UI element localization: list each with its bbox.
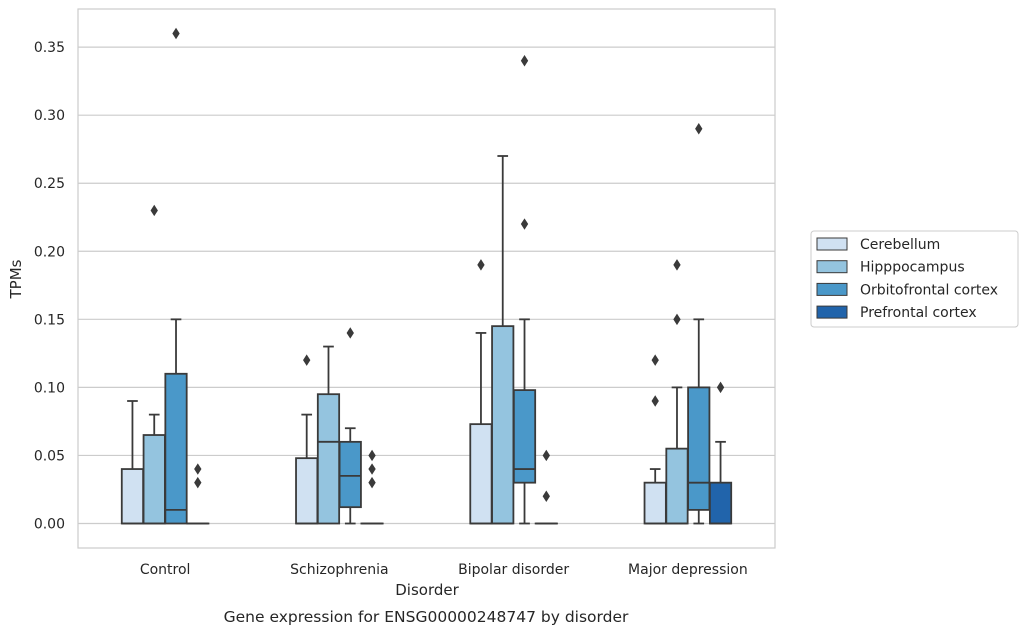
box bbox=[338, 440, 362, 509]
legend-swatch bbox=[816, 305, 848, 319]
outlier-point bbox=[368, 449, 376, 462]
box bbox=[687, 386, 711, 511]
box-group bbox=[186, 463, 210, 525]
box bbox=[164, 372, 188, 525]
outlier-point bbox=[651, 354, 659, 366]
outlier-point bbox=[520, 54, 529, 67]
box bbox=[469, 423, 493, 525]
x-tick-label: Control bbox=[140, 562, 191, 578]
box bbox=[120, 468, 145, 525]
box-group bbox=[708, 381, 733, 525]
box-group bbox=[643, 354, 667, 525]
box bbox=[142, 434, 166, 525]
y-axis-ticks: 0.00 0.05 0.10 0.15 0.20 0.25 0.30 0.35 bbox=[34, 40, 65, 532]
outlier-point bbox=[172, 27, 180, 40]
outlier-point bbox=[716, 381, 725, 394]
y-tick-label: 0.30 bbox=[34, 108, 65, 124]
box bbox=[708, 481, 733, 525]
box-group bbox=[687, 123, 711, 525]
box-group bbox=[316, 345, 341, 525]
box-plot-boxes bbox=[120, 27, 733, 525]
legend-entry: Prefrontal cortex bbox=[860, 305, 977, 321]
outlier-point bbox=[194, 476, 202, 489]
box-group bbox=[665, 259, 689, 525]
legend: Cerebellum Hipppocampus Orbitofrontal cort… bbox=[810, 230, 1019, 328]
legend-frame bbox=[810, 230, 1019, 328]
box bbox=[316, 393, 341, 525]
y-tick-label: 0.15 bbox=[34, 312, 65, 328]
outlier-point bbox=[368, 463, 376, 475]
box bbox=[295, 457, 319, 525]
chart-caption: Gene expression for ENSG00000248747 by d… bbox=[224, 608, 629, 626]
box bbox=[643, 481, 667, 525]
outlier-point bbox=[695, 123, 703, 135]
box bbox=[512, 389, 537, 484]
box-group bbox=[491, 155, 515, 525]
outlier-point bbox=[673, 259, 681, 271]
legend-entry: Cerebellum bbox=[860, 237, 940, 253]
x-axis-label: Disorder bbox=[395, 581, 459, 599]
y-tick-label: 0.00 bbox=[34, 517, 65, 533]
box-group bbox=[360, 449, 384, 525]
box bbox=[665, 447, 689, 525]
legend-entry: Hipppocampus bbox=[860, 260, 965, 276]
outlier-point bbox=[542, 449, 550, 462]
outlier-point bbox=[150, 204, 158, 217]
box-group bbox=[534, 449, 558, 525]
y-tick-label: 0.05 bbox=[34, 448, 65, 464]
box-group bbox=[120, 400, 145, 525]
y-axis-label: TPMs bbox=[7, 259, 25, 299]
legend-entry: Orbitofrontal cortex bbox=[860, 282, 998, 298]
box-group bbox=[142, 204, 166, 525]
legend-swatch bbox=[816, 260, 848, 274]
gridlines bbox=[78, 46, 775, 525]
x-tick-label: Major depression bbox=[628, 562, 748, 578]
plot-frame bbox=[77, 8, 776, 549]
x-tick-label: Bipolar disorder bbox=[458, 562, 569, 578]
box-group bbox=[164, 27, 188, 525]
outlier-point bbox=[542, 490, 550, 503]
outlier-point bbox=[368, 476, 376, 489]
legend-swatch bbox=[816, 282, 848, 296]
box bbox=[491, 325, 515, 525]
box-group bbox=[512, 54, 537, 525]
legend-swatch bbox=[816, 237, 848, 251]
y-tick-label: 0.10 bbox=[34, 380, 65, 396]
outlier-point bbox=[477, 259, 485, 271]
y-tick-label: 0.25 bbox=[34, 176, 65, 192]
x-tick-label: Schizophrenia bbox=[290, 562, 388, 578]
outlier-point bbox=[673, 313, 681, 326]
box-group bbox=[338, 327, 362, 525]
y-tick-label: 0.20 bbox=[34, 244, 65, 260]
y-tick-label: 0.35 bbox=[34, 40, 65, 56]
outlier-point bbox=[346, 327, 354, 339]
outlier-point bbox=[651, 395, 659, 407]
outlier-point bbox=[194, 463, 202, 475]
box-group bbox=[469, 259, 493, 525]
x-axis-ticks: Control Schizophrenia Bipolar disorder Majo… bbox=[140, 562, 748, 578]
box-group bbox=[295, 354, 319, 525]
outlier-point bbox=[520, 218, 529, 230]
outlier-point bbox=[303, 354, 311, 366]
